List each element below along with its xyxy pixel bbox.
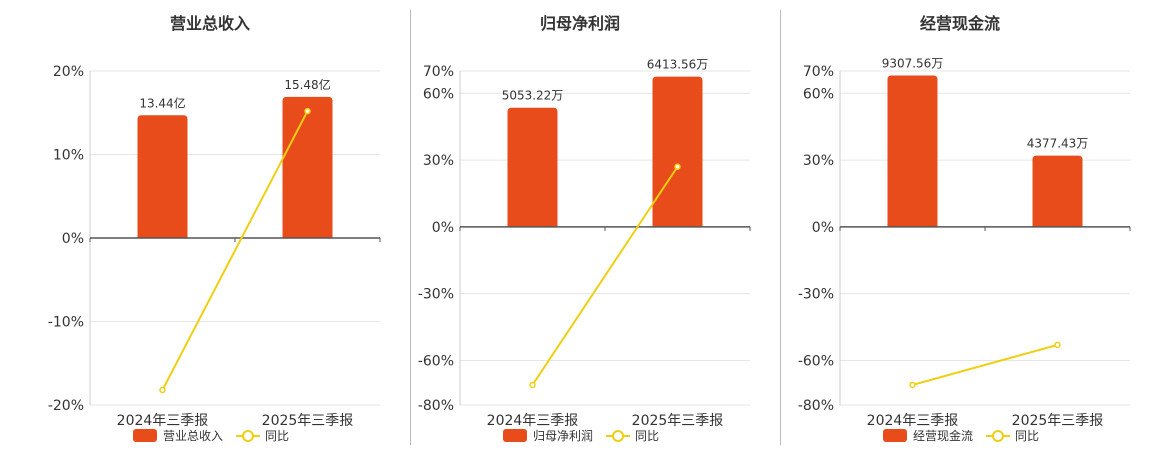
legend-bar-label: 营业总收入 (163, 429, 223, 443)
y-tick-label: 10% (53, 148, 84, 164)
bar-value-label: 13.44亿 (139, 95, 185, 110)
y-tick-label: -10% (48, 315, 84, 331)
y-tick-label: 0% (432, 220, 454, 236)
y-tick-label: 60% (423, 86, 454, 102)
x-category-label: 2024年三季报 (117, 413, 209, 429)
y-tick-label: -30% (798, 287, 834, 303)
y-tick-label: -80% (798, 398, 834, 414)
bar (282, 96, 333, 238)
yoy-point (674, 163, 681, 170)
legend-line-label: 同比 (635, 429, 659, 443)
bar-value-label: 5053.22万 (502, 89, 564, 103)
bar-value-label: 4377.43万 (1027, 137, 1089, 151)
bar-value-label: 6413.56万 (647, 58, 709, 72)
yoy-point (304, 107, 311, 115)
y-tick-label: -20% (48, 398, 84, 414)
chart-panel: 经营现金流 70% 60% 30% 0% -30% -60% -80% 9307.56万 4377… (750, 0, 1131, 450)
y-tick-label: 70% (423, 64, 454, 80)
chart-title: 归母净利润 (540, 14, 620, 33)
x-category-label: 2025年三季报 (1012, 413, 1104, 429)
legend-bar-swatch (883, 429, 907, 442)
y-tick-label: 70% (803, 64, 834, 80)
chart-panel: 归母净利润 70% 60% 30% 0% -30% -60% -80% 5053.22万 6413… (370, 0, 751, 450)
legend-line-label: 同比 (1015, 429, 1039, 443)
x-category-label: 2025年三季报 (262, 413, 354, 429)
y-tick-label: 30% (423, 153, 454, 169)
yoy-point (159, 386, 166, 394)
legend-line-marker (992, 430, 1004, 442)
legend-line-marker (612, 430, 624, 442)
x-category-label: 2024年三季报 (487, 413, 579, 429)
chart-title: 经营现金流 (920, 14, 1000, 33)
x-category-label: 2024年三季报 (867, 413, 959, 429)
bar (1032, 155, 1083, 227)
bar (652, 76, 703, 227)
chart-svg: 营业总收入 20% 10% 0% -10% -20% 13.44亿 15.48亿 2024年三季… (48, 14, 381, 443)
legend-line-marker (242, 430, 254, 442)
panel-divider (410, 10, 411, 445)
y-tick-label: 0% (812, 220, 834, 236)
chart-title: 营业总收入 (170, 14, 250, 33)
chart-svg: 归母净利润 70% 60% 30% 0% -30% -60% -80% 5053.22万 6413… (418, 14, 751, 443)
y-tick-label: -30% (418, 287, 454, 303)
panel-divider (780, 10, 781, 445)
legend-bar-label: 归母净利润 (533, 429, 593, 443)
yoy-point (529, 381, 536, 389)
y-tick-label: -60% (418, 353, 454, 369)
x-category-label: 2025年三季报 (632, 413, 724, 429)
y-tick-label: 20% (53, 64, 84, 80)
y-tick-label: 30% (803, 153, 834, 169)
y-tick-label: -60% (798, 353, 834, 369)
yoy-line (531, 166, 679, 386)
bar (507, 107, 558, 227)
legend-line-label: 同比 (265, 429, 289, 443)
yoy-point (1054, 341, 1061, 349)
y-tick-label: -80% (418, 398, 454, 414)
legend-bar-swatch (503, 429, 527, 442)
yoy-point (909, 381, 916, 389)
chart-panel: 营业总收入 20% 10% 0% -10% -20% 13.44亿 15.48亿 2024年三季… (0, 0, 381, 450)
bar (137, 115, 188, 238)
legend-bar-swatch (133, 429, 157, 442)
bar-value-label: 9307.56万 (882, 56, 944, 70)
y-tick-label: 0% (62, 231, 84, 247)
yoy-line (161, 110, 309, 391)
bar (887, 75, 938, 227)
bar-value-label: 15.48亿 (284, 77, 330, 92)
chart-svg: 经营现金流 70% 60% 30% 0% -30% -60% -80% 9307.56万 4377… (798, 14, 1131, 443)
yoy-line (912, 343, 1058, 386)
legend-bar-label: 经营现金流 (913, 428, 973, 443)
y-tick-label: 60% (803, 86, 834, 102)
